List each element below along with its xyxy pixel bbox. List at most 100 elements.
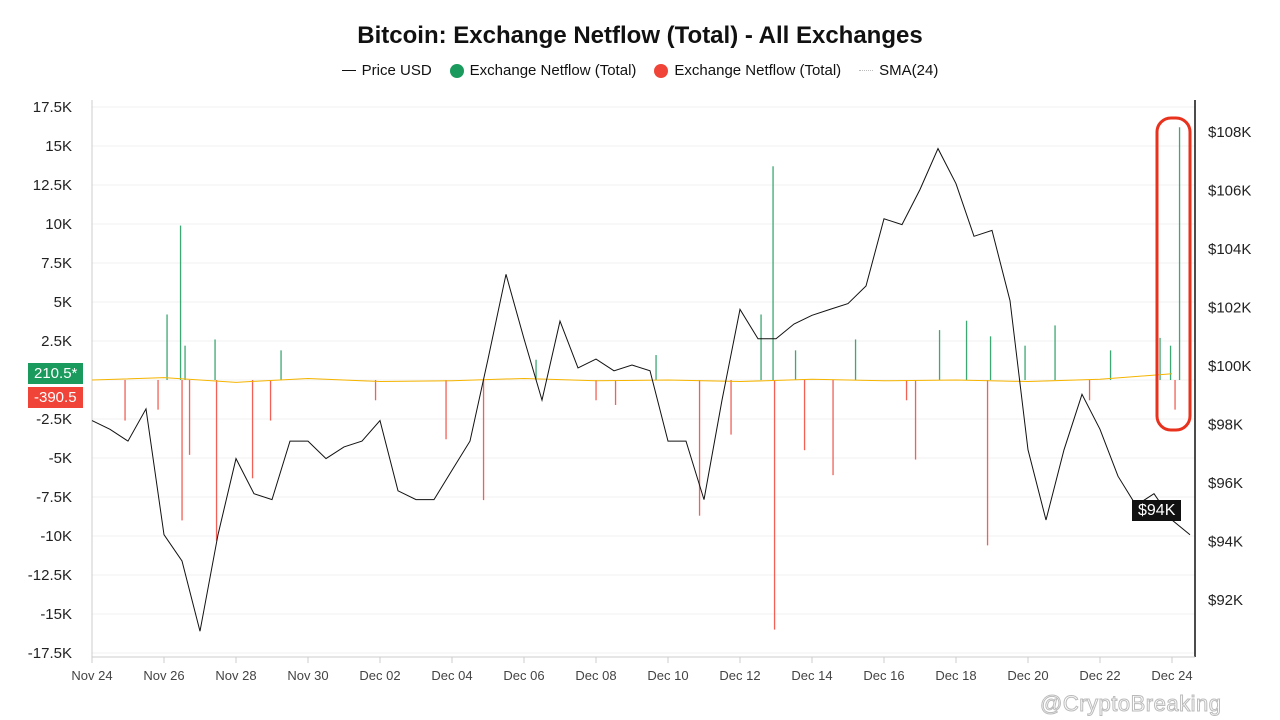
netflow-bar: [535, 359, 537, 380]
netflow-bar: [215, 380, 218, 541]
x-tick-label: Dec 20: [1007, 668, 1048, 683]
right-tick-label: $104K: [1208, 241, 1251, 258]
netflow-bar: [1174, 380, 1176, 410]
right-tick-label: $96K: [1208, 475, 1243, 492]
right-tick-label: $100K: [1208, 358, 1251, 375]
legend-item-netflow-positive[interactable]: Exchange Netflow (Total): [449, 62, 637, 79]
netflow-bar: [1109, 350, 1112, 380]
left-tick-label: 2.5K: [41, 333, 72, 350]
netflow-bar: [188, 380, 191, 455]
highlight-box: [1155, 116, 1192, 432]
netflow-bar: [986, 380, 989, 546]
dotted-line-icon: [859, 70, 874, 71]
netflow-bar: [914, 380, 917, 460]
x-tick-label: Dec 14: [791, 668, 832, 683]
right-tick-label: $98K: [1208, 417, 1243, 434]
price-badge: $94K: [1132, 500, 1182, 521]
netflow-bar: [445, 380, 447, 440]
left-tick-label: 7.5K: [41, 255, 72, 272]
x-tick-label: Dec 12: [719, 668, 760, 683]
netflow-bar: [854, 339, 857, 380]
left-tick-label: -7.5K: [36, 489, 72, 506]
netflow-bar: [181, 380, 183, 521]
right-tick-label: $92K: [1208, 592, 1243, 609]
netflow-bar: [1159, 337, 1161, 380]
netflow-negative-badge: -390.5: [28, 387, 83, 408]
sma-line: [91, 373, 1173, 383]
netflow-bar: [1024, 345, 1026, 380]
netflow-bar: [184, 345, 186, 380]
netflow-bar: [157, 380, 159, 410]
netflow-bar: [179, 225, 182, 380]
legend-item-price[interactable]: Price USD: [341, 62, 432, 79]
left-tick-label: 17.5K: [33, 99, 72, 116]
watermark: @CryptoBreaking: [1039, 691, 1222, 716]
x-tick-label: Dec 22: [1079, 668, 1120, 683]
right-tick-label: $94K: [1208, 534, 1243, 551]
x-tick-label: Dec 04: [431, 668, 472, 683]
left-tick-label: -10K: [40, 528, 72, 545]
netflow-bar: [1178, 127, 1181, 380]
x-tick-label: Dec 08: [575, 668, 616, 683]
netflow-bar: [1169, 345, 1172, 380]
right-tick-label: $102K: [1208, 300, 1251, 317]
x-tick-label: Nov 30: [287, 668, 328, 683]
legend: Price USD Exchange Netflow (Total) Excha…: [0, 62, 1280, 79]
left-tick-label: 12.5K: [33, 177, 72, 194]
x-tick-label: Dec 24: [1151, 668, 1192, 683]
netflow-bar: [595, 380, 597, 401]
netflow-bar: [251, 380, 254, 479]
netflow-bar: [803, 380, 806, 451]
legend-label: Price USD: [361, 62, 432, 79]
netflow-bar: [655, 355, 657, 380]
left-tick-label: -17.5K: [28, 645, 72, 662]
netflow-bar: [760, 314, 762, 380]
netflow-bar: [614, 380, 617, 405]
netflow-bar: [794, 350, 797, 380]
netflow-bar: [832, 380, 834, 476]
right-tick-label: $108K: [1208, 124, 1251, 141]
left-tick-label: -15K: [40, 606, 72, 623]
netflow-bar: [773, 380, 776, 630]
netflow-bar: [905, 380, 908, 401]
x-tick-label: Dec 10: [647, 668, 688, 683]
x-tick-label: Dec 16: [863, 668, 904, 683]
left-tick-label: -12.5K: [28, 567, 72, 584]
left-tick-label: -5K: [49, 450, 72, 467]
netflow-bar: [772, 166, 774, 380]
red-dot-icon: [654, 63, 669, 78]
netflow-bar: [280, 350, 282, 380]
legend-label: SMA(24): [879, 62, 939, 79]
netflow-bar: [374, 380, 377, 401]
netflow-bar: [698, 380, 701, 516]
x-tick-label: Nov 26: [143, 668, 184, 683]
netflow-bar: [1054, 325, 1056, 380]
left-tick-label: 15K: [45, 138, 72, 155]
legend-label: Exchange Netflow (Total): [674, 62, 842, 79]
chart-title: Bitcoin: Exchange Netflow (Total) - All …: [357, 22, 923, 49]
netflow-bar: [989, 336, 992, 380]
netflow-bar: [269, 380, 272, 421]
netflow-bar: [730, 380, 732, 435]
price-line: [91, 147, 1191, 632]
line-icon: [341, 70, 356, 71]
legend-label: Exchange Netflow (Total): [469, 62, 637, 79]
x-tick-label: Dec 18: [935, 668, 976, 683]
netflow-bar: [482, 380, 485, 501]
netflow-bar: [938, 330, 941, 380]
left-tick-label: 5K: [54, 294, 72, 311]
x-tick-label: Dec 02: [359, 668, 400, 683]
x-tick-label: Nov 24: [71, 668, 112, 683]
legend-item-sma[interactable]: SMA(24): [859, 62, 938, 79]
netflow-bar: [214, 339, 216, 380]
netflow-bar: [965, 320, 968, 380]
legend-item-netflow-negative[interactable]: Exchange Netflow (Total): [654, 62, 841, 79]
x-tick-label: Nov 28: [215, 668, 256, 683]
left-tick-label: 10K: [45, 216, 72, 233]
x-tick-label: Dec 06: [503, 668, 544, 683]
right-tick-label: $106K: [1208, 183, 1251, 200]
green-dot-icon: [449, 63, 464, 78]
netflow-bar: [1088, 380, 1091, 401]
netflow-bar: [166, 314, 168, 380]
